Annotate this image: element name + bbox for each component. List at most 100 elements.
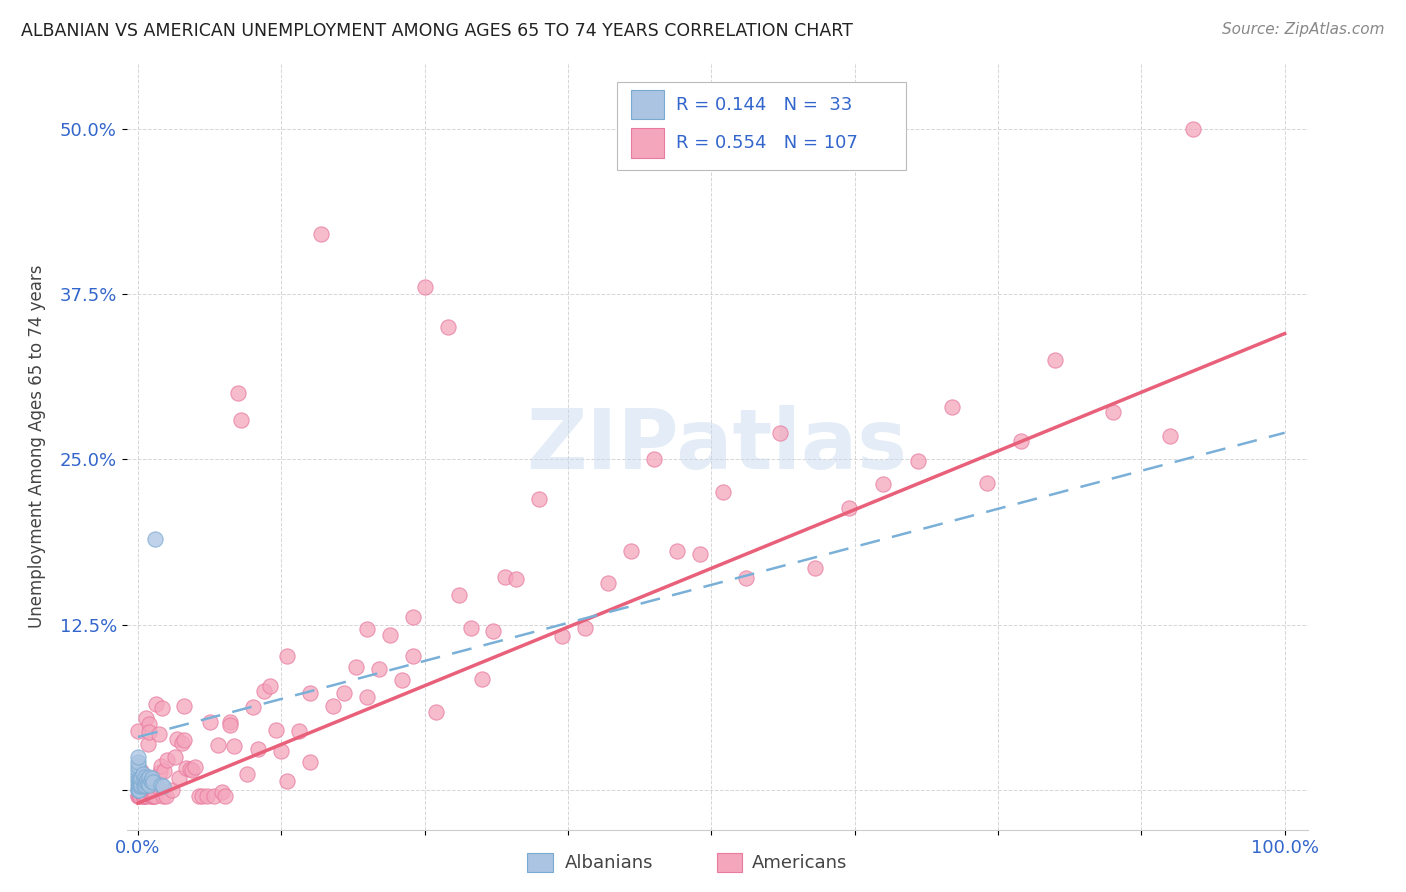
Point bbox=[129, 779, 152, 793]
Y-axis label: Unemployment Among Ages 65 to 74 years: Unemployment Among Ages 65 to 74 years bbox=[28, 264, 45, 628]
Point bbox=[195, 789, 218, 804]
Point bbox=[149, 759, 172, 773]
Point bbox=[574, 621, 596, 635]
Point bbox=[142, 775, 165, 789]
Point bbox=[402, 610, 425, 624]
Point bbox=[131, 771, 153, 785]
Point bbox=[356, 622, 378, 636]
Point bbox=[174, 761, 197, 775]
Point bbox=[166, 732, 188, 747]
Point bbox=[1010, 434, 1032, 448]
Point bbox=[425, 705, 447, 719]
Point bbox=[128, 788, 150, 802]
Point bbox=[150, 701, 173, 715]
Point bbox=[838, 501, 860, 516]
Point bbox=[138, 778, 160, 792]
Point bbox=[134, 789, 156, 804]
Point bbox=[138, 724, 160, 739]
Point bbox=[170, 736, 193, 750]
Point bbox=[276, 648, 298, 663]
FancyBboxPatch shape bbox=[631, 128, 664, 158]
Point bbox=[143, 532, 166, 546]
Point bbox=[136, 776, 159, 790]
Point bbox=[598, 576, 620, 591]
Point bbox=[1181, 121, 1204, 136]
Point bbox=[471, 672, 494, 686]
Point bbox=[1045, 352, 1067, 367]
Point bbox=[402, 648, 425, 663]
Point bbox=[127, 755, 149, 769]
Point bbox=[132, 789, 155, 804]
Point bbox=[976, 476, 998, 491]
Point bbox=[242, 700, 264, 714]
Point bbox=[127, 783, 149, 797]
Point bbox=[529, 491, 551, 506]
Point bbox=[202, 789, 225, 804]
Text: Source: ZipAtlas.com: Source: ZipAtlas.com bbox=[1222, 22, 1385, 37]
Point bbox=[356, 690, 378, 704]
Point bbox=[134, 778, 156, 792]
Point bbox=[134, 770, 156, 784]
Point bbox=[505, 572, 527, 586]
Point bbox=[138, 716, 160, 731]
Point bbox=[367, 661, 389, 675]
Point bbox=[322, 698, 344, 713]
Point bbox=[131, 767, 153, 781]
Point bbox=[127, 767, 149, 781]
Point bbox=[1159, 429, 1181, 443]
Point bbox=[413, 280, 436, 294]
Point bbox=[803, 561, 825, 575]
Point bbox=[214, 789, 236, 804]
Point bbox=[494, 570, 516, 584]
Point bbox=[135, 711, 157, 725]
Text: ZIPatlas: ZIPatlas bbox=[527, 406, 907, 486]
Point bbox=[127, 763, 149, 777]
Point bbox=[128, 778, 150, 792]
Point bbox=[146, 779, 169, 793]
Point bbox=[211, 785, 233, 799]
Point bbox=[169, 772, 191, 786]
Point bbox=[131, 789, 153, 804]
Point bbox=[287, 723, 309, 738]
Point bbox=[131, 778, 153, 792]
FancyBboxPatch shape bbox=[631, 90, 664, 120]
Point bbox=[224, 739, 246, 753]
Point bbox=[127, 789, 149, 804]
Point bbox=[689, 547, 711, 561]
Point bbox=[145, 697, 167, 711]
Point bbox=[132, 789, 155, 804]
Point bbox=[173, 732, 195, 747]
Point bbox=[298, 756, 321, 770]
Text: ALBANIAN VS AMERICAN UNEMPLOYMENT AMONG AGES 65 TO 74 YEARS CORRELATION CHART: ALBANIAN VS AMERICAN UNEMPLOYMENT AMONG … bbox=[21, 22, 853, 40]
Point bbox=[344, 660, 367, 674]
Point bbox=[333, 686, 356, 700]
Point bbox=[264, 723, 287, 738]
Point bbox=[769, 425, 792, 440]
Point bbox=[872, 477, 894, 491]
Point bbox=[142, 789, 165, 804]
Point bbox=[941, 400, 963, 414]
Point bbox=[231, 412, 253, 426]
Point bbox=[127, 771, 149, 785]
Point bbox=[259, 679, 281, 693]
Point bbox=[218, 718, 240, 732]
Point bbox=[551, 629, 574, 643]
Point bbox=[460, 621, 482, 635]
Point bbox=[148, 727, 170, 741]
Point bbox=[173, 698, 195, 713]
Point bbox=[141, 771, 163, 785]
Point bbox=[1101, 405, 1123, 419]
Point bbox=[155, 789, 177, 804]
Point bbox=[132, 779, 155, 793]
Point bbox=[449, 589, 471, 603]
Point bbox=[143, 789, 166, 804]
Point bbox=[127, 789, 149, 804]
Point bbox=[218, 715, 240, 730]
Point bbox=[270, 744, 292, 758]
Text: R = 0.554   N = 107: R = 0.554 N = 107 bbox=[676, 134, 858, 152]
Point bbox=[298, 686, 321, 700]
Point bbox=[143, 789, 166, 804]
Point bbox=[236, 767, 259, 781]
Point bbox=[127, 779, 149, 793]
Point bbox=[128, 772, 150, 787]
